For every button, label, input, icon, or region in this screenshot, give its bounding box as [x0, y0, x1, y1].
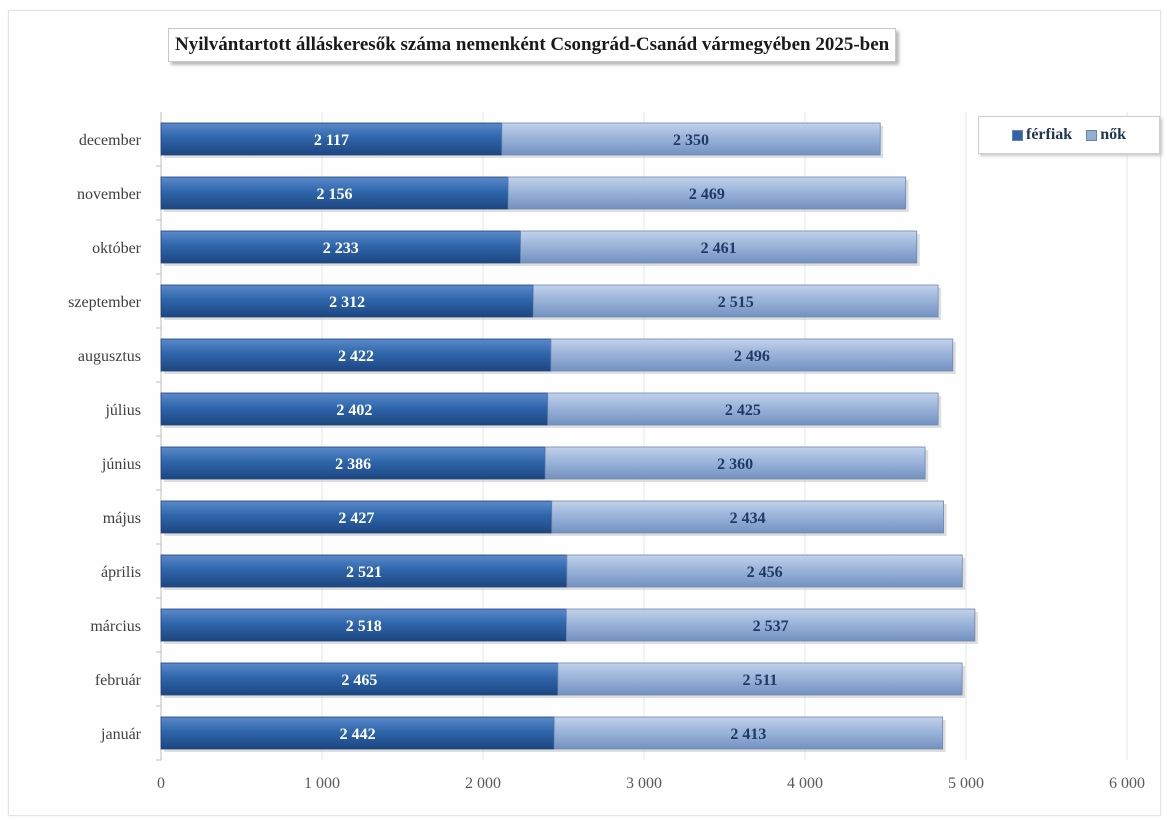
- category-label: február: [95, 672, 142, 689]
- legend-item-men: férfiak: [1012, 126, 1072, 144]
- bar-ferfiak: [160, 284, 534, 318]
- data-label: 2 521: [346, 564, 382, 581]
- bar-nok: [501, 122, 881, 156]
- data-label: 2 386: [335, 456, 371, 473]
- bar-nok: [532, 284, 939, 318]
- legend-swatch-women: [1086, 129, 1098, 141]
- data-label: 2 422: [338, 348, 374, 365]
- bar-ferfiak: [160, 122, 503, 156]
- legend: férfiak nők: [978, 116, 1160, 154]
- x-tick-label: 2 000: [465, 775, 501, 792]
- legend-item-women: nők: [1086, 126, 1126, 144]
- data-label: 2 511: [742, 672, 777, 689]
- legend-label-men: férfiak: [1026, 126, 1073, 143]
- bar-nok: [507, 176, 907, 210]
- bar-nok: [565, 608, 976, 642]
- data-label: 2 413: [730, 726, 766, 743]
- data-label: 2 515: [718, 294, 754, 311]
- data-label: 2 442: [340, 726, 376, 743]
- bar-ferfiak: [160, 500, 553, 534]
- bar-ferfiak: [160, 230, 521, 264]
- data-label: 2 456: [747, 564, 783, 581]
- data-label: 2 537: [753, 618, 789, 635]
- chart-title: Nyilvántartott álláskeresők száma nemenk…: [175, 34, 890, 55]
- category-label: augusztus: [78, 348, 141, 365]
- bar-ferfiak: [160, 392, 549, 426]
- gridlines: [156, 112, 1128, 761]
- x-tick-label: 6 000: [1109, 775, 1145, 792]
- bar-ferfiak: [160, 716, 555, 750]
- bar-ferfiak: [160, 554, 568, 588]
- bar-nok: [551, 500, 945, 534]
- bar-ferfiak: [160, 176, 509, 210]
- data-label: 2 312: [329, 294, 365, 311]
- category-label: július: [104, 402, 141, 419]
- category-label: június: [101, 456, 141, 473]
- bar-nok: [550, 338, 954, 372]
- data-label: 2 518: [346, 618, 382, 635]
- category-label: október: [92, 240, 142, 257]
- x-tick-label: 0: [157, 775, 165, 792]
- legend-swatch-men: [1012, 129, 1023, 141]
- category-label: május: [103, 510, 141, 527]
- bar-nok: [544, 446, 926, 480]
- bars: [160, 122, 978, 752]
- data-label: 2 350: [673, 132, 709, 149]
- bar-nok: [547, 392, 939, 426]
- data-label: 2 465: [341, 672, 377, 689]
- legend-label-women: nők: [1100, 126, 1126, 143]
- data-label: 2 461: [701, 240, 737, 257]
- data-label: 2 469: [689, 186, 725, 203]
- category-label: április: [101, 564, 141, 581]
- x-tick-label: 1 000: [304, 775, 340, 792]
- data-label: 2 425: [725, 402, 761, 419]
- data-label: 2 496: [734, 348, 770, 365]
- category-label: március: [90, 618, 141, 635]
- bar-nok: [520, 230, 918, 264]
- data-label: 2 434: [730, 510, 766, 527]
- bar-ferfiak: [160, 608, 567, 642]
- x-tick-label: 4 000: [787, 775, 823, 792]
- labels: 0 1 000 2 000 3 000 4 000 5 000 6 000 január 2 4…: [68, 132, 1145, 792]
- data-label: 2 402: [336, 402, 372, 419]
- category-label: december: [79, 132, 142, 149]
- data-label: 2 117: [314, 132, 349, 149]
- bar-ferfiak: [160, 446, 546, 480]
- category-label: szeptember: [68, 294, 142, 311]
- bar-nok: [566, 554, 963, 588]
- chart-title-box: Nyilvántartott álláskeresők száma nemenk…: [168, 28, 897, 62]
- data-label: 2 427: [338, 510, 374, 527]
- data-label: 2 156: [317, 186, 353, 203]
- x-tick-label: 3 000: [626, 775, 662, 792]
- bar-nok: [553, 716, 944, 750]
- category-label: november: [77, 186, 142, 203]
- x-tick-label: 5 000: [948, 775, 984, 792]
- data-label: 2 360: [717, 456, 753, 473]
- data-label: 2 233: [323, 240, 359, 257]
- category-label: január: [100, 726, 142, 743]
- bar-nok: [557, 662, 963, 696]
